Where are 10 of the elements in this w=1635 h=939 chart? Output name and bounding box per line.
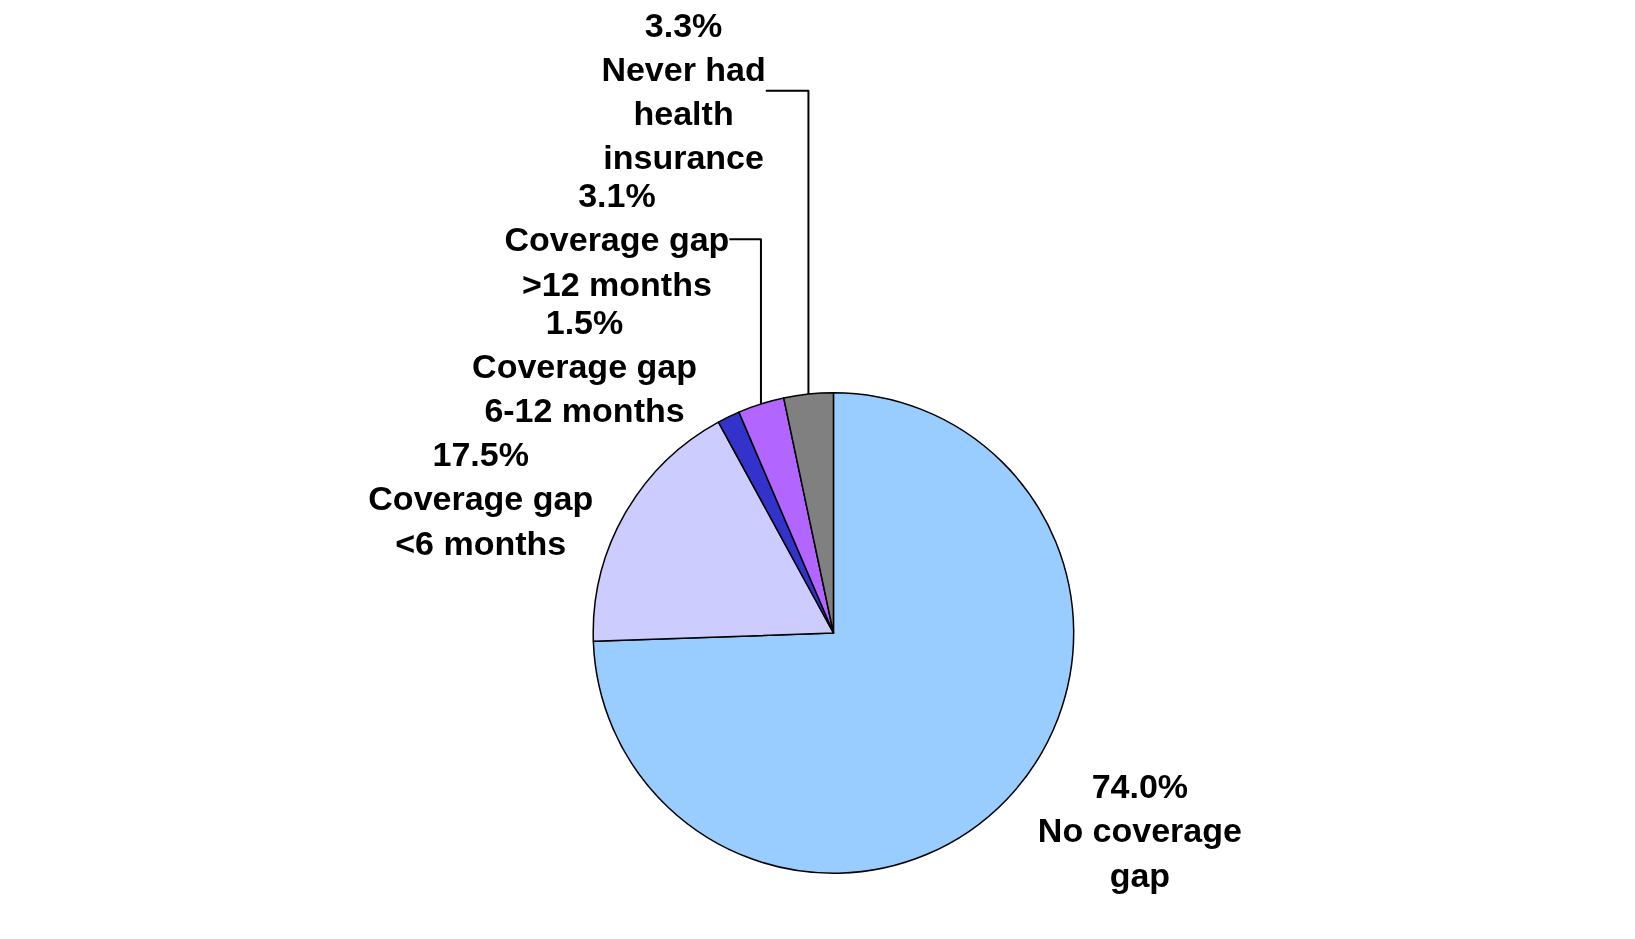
data-label: 1.5%: [545, 302, 624, 341]
data-label: 3.3%: [644, 5, 723, 44]
data-label: 17.5%: [432, 435, 529, 474]
slice-label: Coverage gap <6 months: [368, 479, 594, 562]
data-label: 3.1%: [578, 176, 656, 215]
data-label: 74.0%: [1091, 767, 1189, 806]
slice-label: No coverage gap: [1037, 811, 1242, 894]
slice-label: Coverage gap >12 months: [504, 220, 730, 303]
slice-label: Never had health insurance: [601, 49, 766, 177]
slice-label: Coverage gap 6-12 months: [472, 346, 697, 429]
